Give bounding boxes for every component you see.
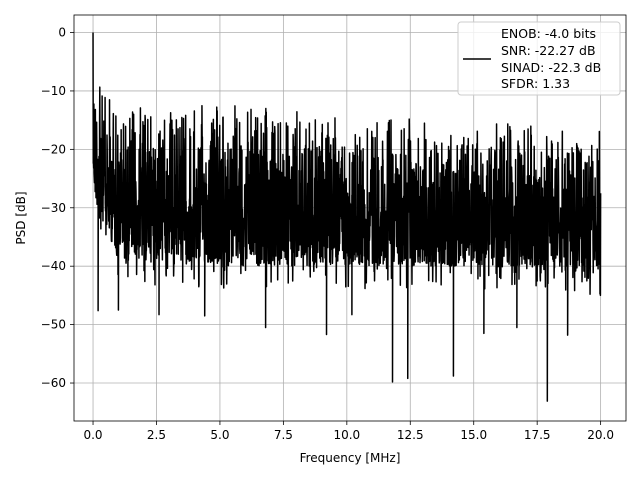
psd-series bbox=[92, 32, 602, 402]
legend: ENOB: -4.0 bits SNR: -22.27 dB SINAD: -2… bbox=[457, 21, 621, 96]
x-tick-label: 5.0 bbox=[210, 428, 229, 442]
legend-sfdr: SFDR: 1.33 bbox=[501, 76, 570, 91]
y-tick-label: −10 bbox=[41, 84, 66, 98]
y-tick-label: −30 bbox=[41, 201, 66, 215]
x-tick-label: 15.0 bbox=[460, 428, 487, 442]
legend-enob: ENOB: -4.0 bits bbox=[501, 26, 596, 41]
y-axis-label: PSD [dB] bbox=[14, 191, 28, 244]
y-tick-label: −50 bbox=[41, 318, 66, 332]
x-axis-label: Frequency [MHz] bbox=[300, 451, 401, 465]
x-tick-label: 0.0 bbox=[83, 428, 102, 442]
y-tick-label: 0 bbox=[58, 26, 66, 40]
legend-sinad: SINAD: -22.3 dB bbox=[501, 60, 601, 75]
x-tick-label: 10.0 bbox=[333, 428, 360, 442]
y-tick-label: −20 bbox=[41, 142, 66, 156]
axis-ticks: 0.0 2.5 5.0 7.5 10.0 12.5 15.0 17.5 20.0 0 −10 −20 −… bbox=[41, 26, 614, 442]
x-tick-label: 17.5 bbox=[524, 428, 551, 442]
psd-line bbox=[92, 32, 602, 402]
y-tick-label: −60 bbox=[41, 376, 66, 390]
plot-frame bbox=[73, 14, 627, 422]
legend-box bbox=[457, 21, 621, 96]
x-tick-label: 2.5 bbox=[147, 428, 166, 442]
x-tick-label: 12.5 bbox=[397, 428, 424, 442]
x-tick-label: 7.5 bbox=[274, 428, 293, 442]
legend-snr: SNR: -22.27 dB bbox=[501, 43, 596, 58]
x-tick-label: 20.0 bbox=[587, 428, 614, 442]
y-tick-label: −40 bbox=[41, 259, 66, 273]
